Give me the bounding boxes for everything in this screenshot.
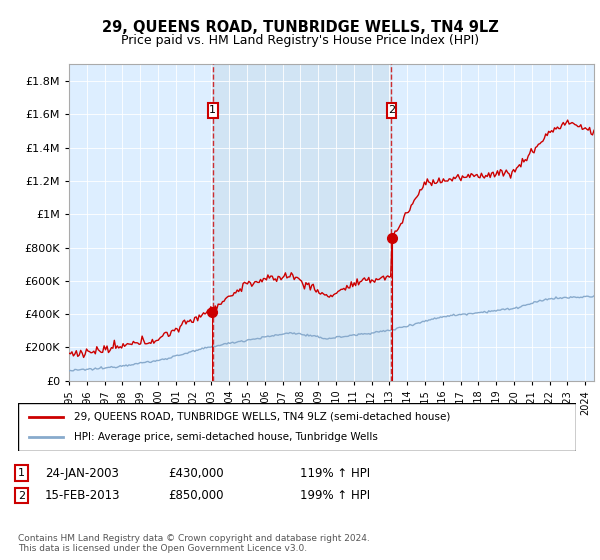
Text: HPI: Average price, semi-detached house, Tunbridge Wells: HPI: Average price, semi-detached house,… (74, 432, 377, 442)
FancyBboxPatch shape (386, 103, 397, 118)
Text: Price paid vs. HM Land Registry's House Price Index (HPI): Price paid vs. HM Land Registry's House … (121, 34, 479, 46)
Text: 29, QUEENS ROAD, TUNBRIDGE WELLS, TN4 9LZ (semi-detached house): 29, QUEENS ROAD, TUNBRIDGE WELLS, TN4 9L… (74, 412, 450, 422)
FancyBboxPatch shape (208, 103, 218, 118)
Text: 2: 2 (388, 105, 395, 115)
Bar (212, 64, 391, 381)
Text: 199% ↑ HPI: 199% ↑ HPI (300, 489, 370, 502)
Text: £430,000: £430,000 (168, 466, 224, 480)
FancyBboxPatch shape (18, 403, 576, 451)
Text: 1: 1 (209, 105, 216, 115)
Text: 1: 1 (18, 468, 25, 478)
Text: 119% ↑ HPI: 119% ↑ HPI (300, 466, 370, 480)
Text: 24-JAN-2003: 24-JAN-2003 (45, 466, 119, 480)
Text: 15-FEB-2013: 15-FEB-2013 (45, 489, 121, 502)
Text: Contains HM Land Registry data © Crown copyright and database right 2024.
This d: Contains HM Land Registry data © Crown c… (18, 534, 370, 553)
Text: 2: 2 (18, 491, 25, 501)
Text: 29, QUEENS ROAD, TUNBRIDGE WELLS, TN4 9LZ: 29, QUEENS ROAD, TUNBRIDGE WELLS, TN4 9L… (101, 20, 499, 35)
Text: £850,000: £850,000 (168, 489, 224, 502)
